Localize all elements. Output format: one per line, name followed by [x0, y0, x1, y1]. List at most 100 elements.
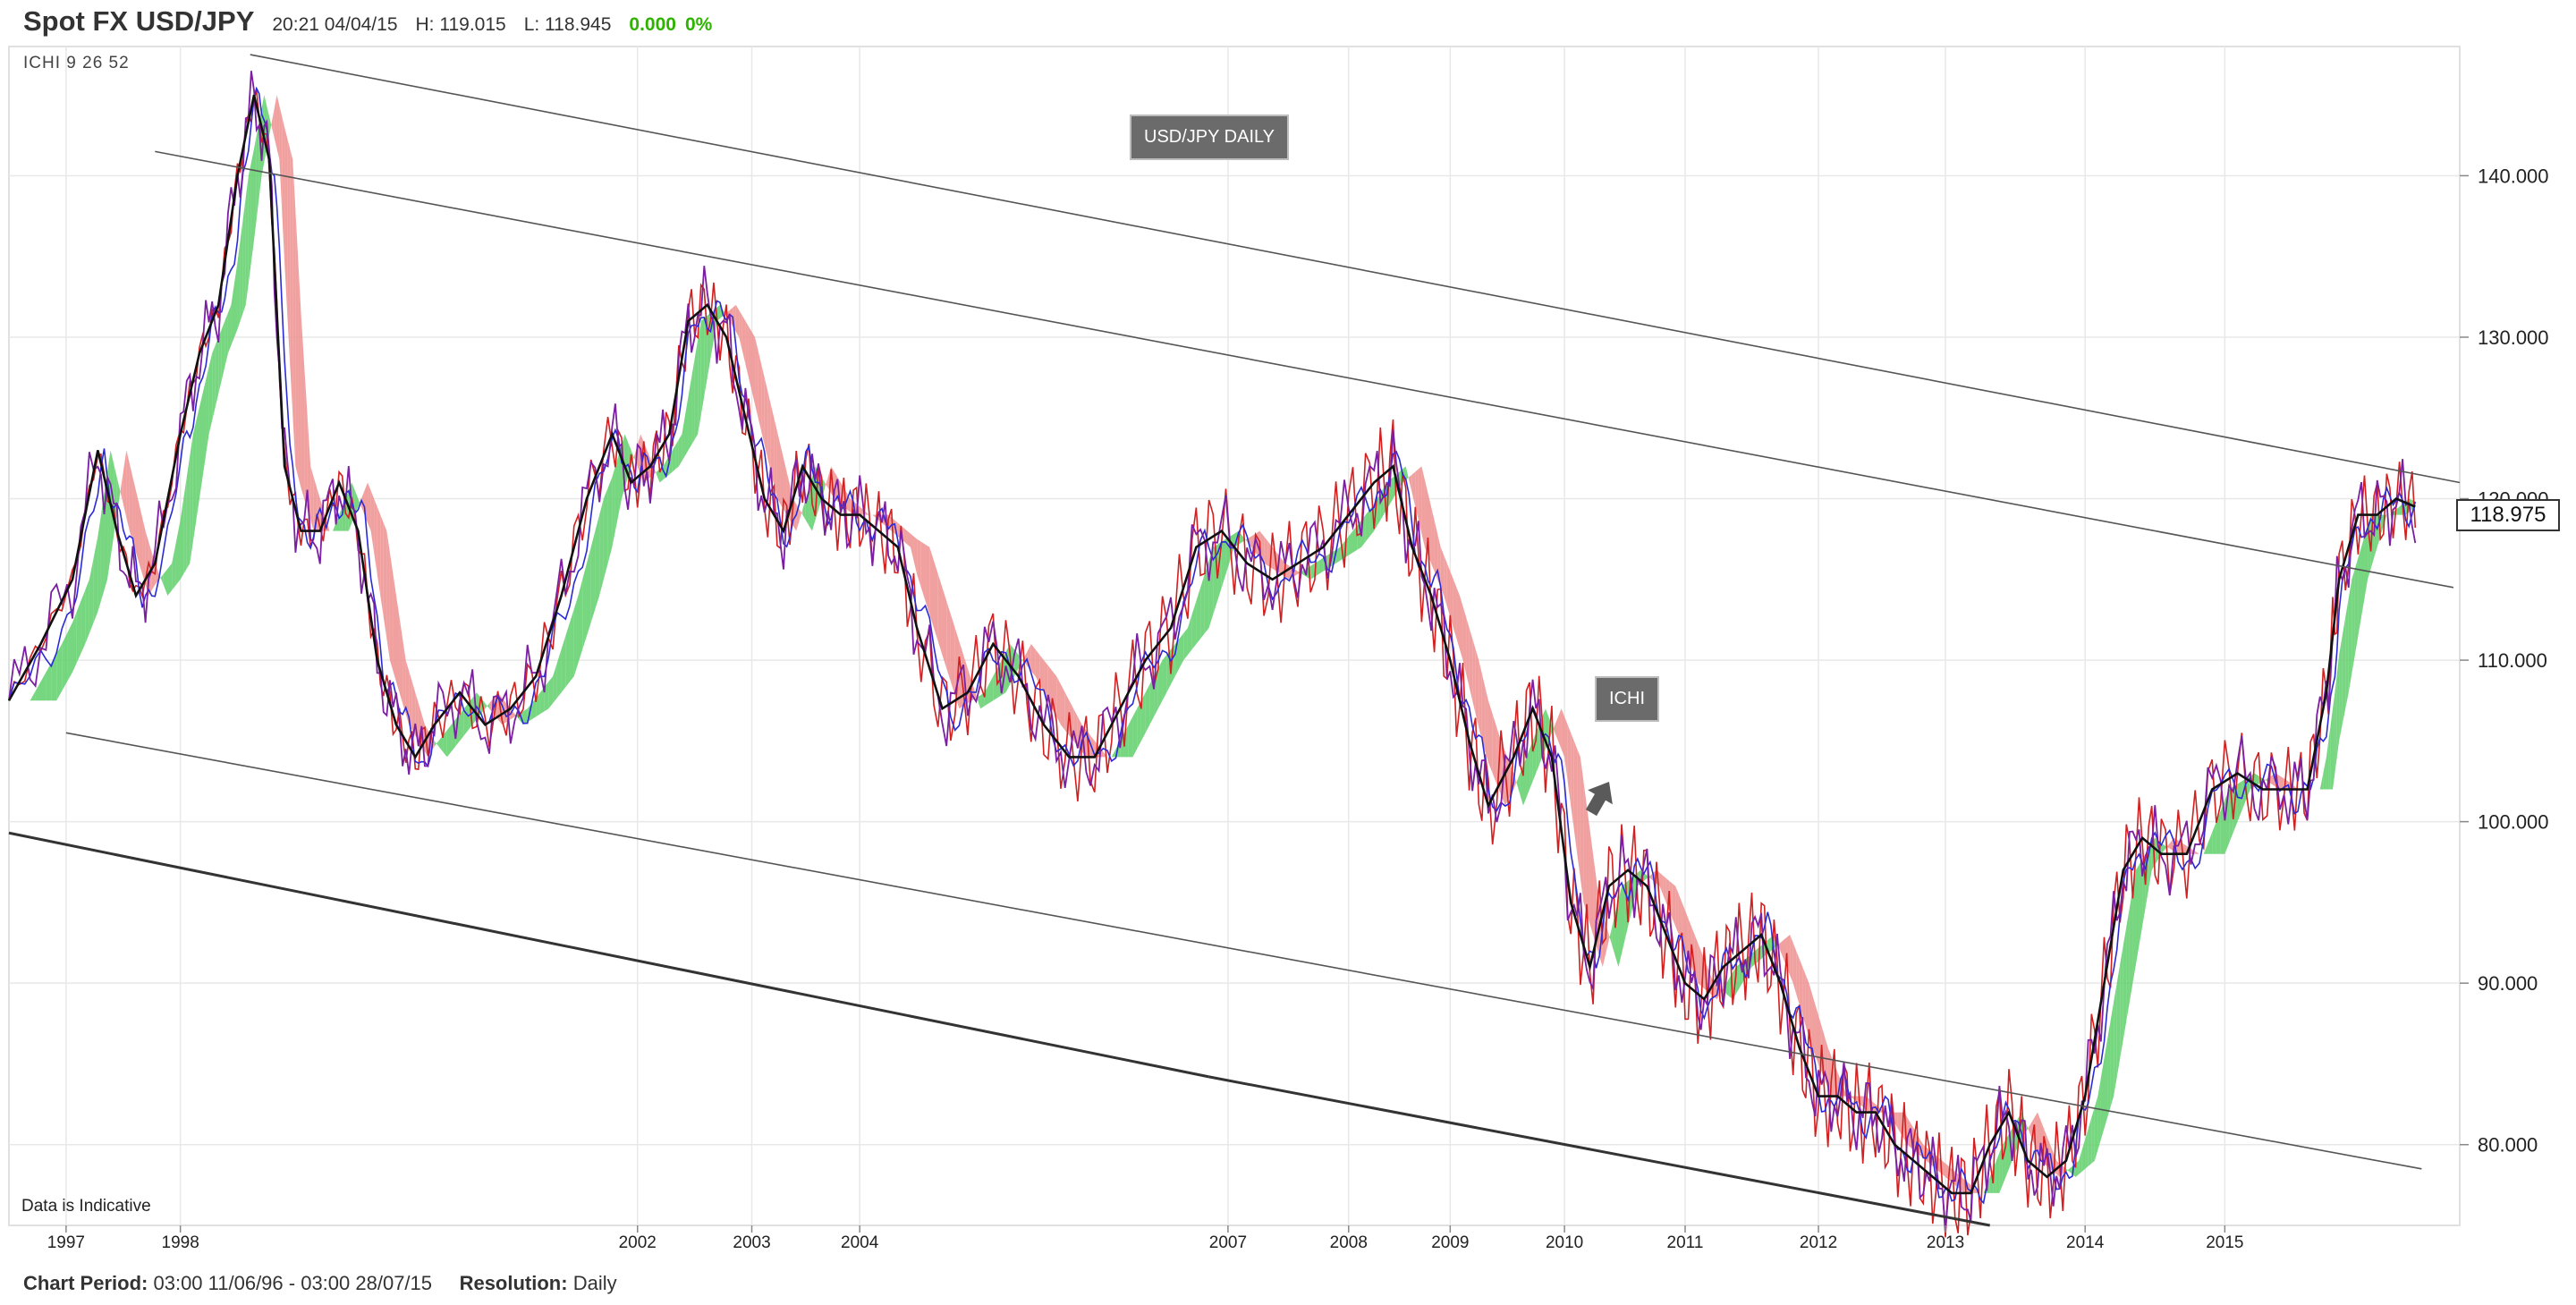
cloud-segment [866, 512, 869, 515]
cloud-segment [2216, 810, 2221, 854]
cloud-segment [1694, 935, 1699, 984]
cloud-segment [2354, 557, 2359, 656]
trendline[interactable] [155, 150, 2454, 589]
x-tick-label: 2007 [1209, 1233, 1247, 1252]
cloud-segment [682, 415, 685, 462]
cloud-segment [2279, 775, 2284, 790]
cloud-segment [1128, 716, 1133, 758]
cloud-segment [139, 504, 143, 574]
cloud-segment [1044, 660, 1048, 701]
cloud-segment [1060, 684, 1065, 731]
cloud-segment [755, 336, 758, 419]
cloud-segment [129, 463, 133, 542]
cloud-segment [2380, 514, 2384, 537]
trendline[interactable] [8, 831, 1209, 1079]
cloud-segment [221, 320, 225, 381]
cloud-segment [1411, 471, 1416, 507]
cloud-segment [399, 616, 403, 704]
x-axis: 1997 1998 2002 2003 2004 2007 2008 2009 2010 2011… [47, 1225, 2243, 1252]
cloud-segment [770, 404, 775, 486]
cloud-segment [2110, 1002, 2114, 1107]
cloud-segment [1571, 733, 1574, 830]
cloud-segment [335, 514, 340, 531]
cloud-segment [1897, 1112, 1902, 1134]
cloud-segment [2345, 597, 2349, 709]
cloud-segment [485, 703, 490, 709]
change-percent: 0% [684, 14, 713, 35]
cloud-segment [1132, 708, 1138, 758]
cloud-segment [242, 197, 246, 313]
cloud-segment [1191, 600, 1197, 650]
x-tick-label: 2014 [2066, 1233, 2105, 1252]
cloud-segment [565, 622, 571, 688]
y-tick-label: 90.000 [2478, 972, 2538, 995]
indicator-label[interactable]: ICHI 9 26 52 [23, 54, 130, 72]
cloud-segment [1555, 716, 1559, 741]
cloud-segment [553, 663, 557, 704]
cloud-segment [227, 304, 232, 354]
cloud-segment [942, 587, 947, 669]
cloud-segment [196, 407, 199, 521]
cloud-segment [100, 493, 105, 601]
cloud-segment [1780, 940, 1784, 960]
cloud-segment [368, 482, 371, 531]
cloud-segment [1755, 948, 1758, 965]
cloud-segment [774, 418, 777, 499]
cloud-segment [190, 434, 193, 564]
x-tick-label: 2003 [733, 1233, 770, 1252]
cloud-segment [276, 95, 280, 160]
cloud-segment [1466, 616, 1470, 688]
cloud-segment [1894, 1112, 1898, 1129]
trendlines[interactable] [8, 54, 2461, 1227]
last-price-marker: 118.975 [2456, 499, 2560, 531]
trendline[interactable] [65, 732, 2422, 1170]
cloud-segment [1264, 536, 1268, 566]
cloud-segment [1434, 520, 1438, 580]
cloud-segment [1790, 935, 1793, 984]
cloud-segment [231, 283, 234, 346]
ichi-label[interactable]: ICHI [1595, 676, 1659, 722]
cloud-segment [913, 536, 918, 574]
cloud-segment [1561, 708, 1565, 758]
chart-title-label[interactable]: USD/JPY DAILY [1130, 114, 1289, 160]
cloud-segment [1799, 959, 1803, 1016]
cloud-segment [284, 127, 288, 313]
cloud-segment [2182, 843, 2187, 854]
cloud-segment [1675, 886, 1679, 936]
cloud-segment [40, 672, 47, 701]
cloud-segment [1039, 655, 1045, 693]
cloud-segment [1179, 632, 1184, 669]
cloud-segment [386, 530, 390, 661]
trendline[interactable] [1208, 1075, 1990, 1227]
cloud-segment [269, 116, 272, 136]
y-tick-label: 80.000 [2478, 1134, 2538, 1157]
cloud-segment [135, 490, 140, 564]
cloud-segment [2203, 843, 2208, 854]
cloud-segment [62, 632, 68, 691]
cloud-segment [672, 445, 676, 472]
low-value: L: 118.945 [523, 14, 612, 35]
resolution-value: Daily [572, 1272, 617, 1294]
cloud-segment [240, 218, 243, 321]
cloud-segment [2165, 843, 2170, 849]
cloud-segment [688, 377, 692, 451]
cloud-segment [1462, 606, 1467, 674]
cloud-segment [2328, 725, 2331, 790]
cloud-segment [544, 682, 549, 712]
cloud-segment [163, 568, 168, 596]
y-tick-label: 130.000 [2478, 326, 2549, 349]
cloud-segment [1035, 649, 1040, 685]
cloud-segment [1485, 687, 1488, 763]
cloud-segment [1973, 1187, 1978, 1193]
trendline[interactable] [250, 54, 2461, 484]
cloud-segment [30, 691, 36, 701]
cloud-segment [1942, 1160, 1946, 1177]
cloud-segment [383, 522, 387, 640]
cloud-segment [304, 364, 308, 510]
timestamp: 20:21 04/04/15 [272, 14, 398, 35]
cloud-segment [1608, 926, 1613, 946]
cloud-segment [739, 309, 742, 352]
cloud-segment [716, 304, 721, 321]
cloud-segment [684, 396, 689, 456]
